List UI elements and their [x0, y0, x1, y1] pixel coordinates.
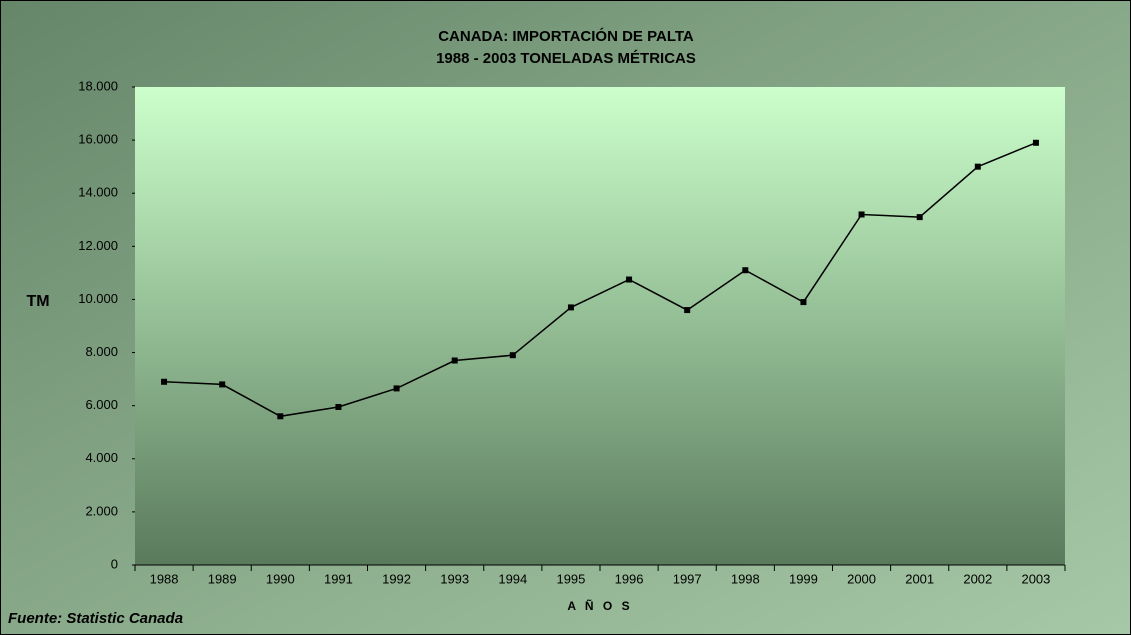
x-tick-label: 1997: [673, 571, 702, 586]
x-tick-label: 1993: [440, 571, 469, 586]
line-series: [164, 142, 1037, 418]
point-marker: [974, 163, 981, 170]
point-marker: [509, 352, 516, 359]
point-marker: [1032, 139, 1039, 146]
point-marker: [916, 214, 923, 221]
x-tick-label: 1996: [615, 571, 644, 586]
point-marker: [277, 413, 284, 420]
point-marker: [161, 378, 168, 385]
y-tick-label: 10.000: [78, 291, 118, 306]
point-marker: [219, 381, 226, 388]
x-tick-label: 1995: [556, 571, 585, 586]
point-marker: [800, 299, 807, 306]
y-tick-label: 0: [111, 556, 118, 571]
y-tick-label: 8.000: [85, 344, 118, 359]
plot-area: [135, 87, 1065, 565]
x-tick-label: 1998: [731, 571, 760, 586]
x-tick-label: 1999: [789, 571, 818, 586]
point-marker: [451, 357, 458, 364]
x-tick-label: 2002: [963, 571, 992, 586]
point-marker: [335, 403, 342, 410]
point-marker: [393, 385, 400, 392]
x-tick-label: 2001: [905, 571, 934, 586]
x-tick-label: 1992: [382, 571, 411, 586]
y-tick-label: 14.000: [78, 185, 118, 200]
chart-subtitle: 1988 - 2003 TONELADAS MÉTRICAS: [436, 50, 696, 67]
x-tick-label: 1988: [150, 571, 179, 586]
point-marker: [567, 304, 574, 311]
y-tick-label: 18.000: [78, 78, 118, 93]
point-marker: [858, 211, 865, 218]
x-tick-label: 1991: [324, 571, 353, 586]
chart-title: CANADA: IMPORTACIÓN DE PALTA: [438, 27, 694, 45]
y-axis-title: TM: [26, 293, 49, 310]
point-marker: [742, 267, 749, 274]
x-tick-label: 2000: [847, 571, 876, 586]
point-marker: [626, 276, 633, 283]
source-note: Fuente: Statistic Canada: [8, 610, 183, 627]
y-tick-label: 2.000: [85, 503, 118, 518]
x-tick-label: 1990: [266, 571, 295, 586]
y-tick-label: 12.000: [78, 238, 118, 253]
x-axis-title: A Ñ O S: [567, 598, 632, 613]
point-marker: [684, 307, 691, 314]
x-tick-label: 2003: [1021, 571, 1050, 586]
y-tick-label: 6.000: [85, 397, 118, 412]
y-tick-label: 4.000: [85, 450, 118, 465]
y-tick-label: 16.000: [78, 132, 118, 147]
x-tick-label: 1994: [498, 571, 527, 586]
x-tick-label: 1989: [208, 571, 237, 586]
